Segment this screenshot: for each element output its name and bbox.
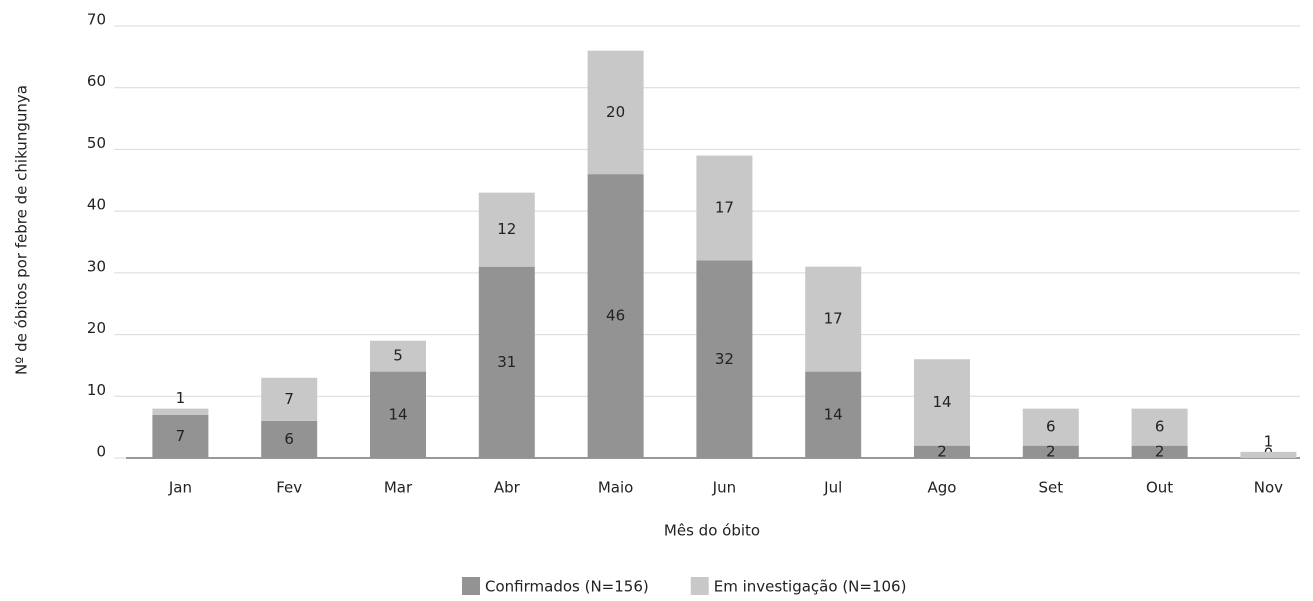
y-tick-label: 40 xyxy=(87,196,106,214)
value-label: 5 xyxy=(393,347,403,365)
bar-segment xyxy=(1240,451,1297,458)
value-label: 1 xyxy=(176,389,186,407)
bar-segment xyxy=(1131,445,1188,458)
y-tick-label: 0 xyxy=(96,443,106,461)
bar-segment xyxy=(370,371,426,458)
x-tick-label: Maio xyxy=(598,479,633,497)
value-label: 2 xyxy=(937,442,947,460)
value-label: 14 xyxy=(932,393,951,411)
value-label: 17 xyxy=(715,199,734,217)
x-tick-label: Jun xyxy=(712,479,736,497)
bar-segment xyxy=(1022,408,1079,446)
value-label: 2 xyxy=(1155,442,1165,460)
x-tick-label: Out xyxy=(1146,479,1173,497)
x-tick-label: Nov xyxy=(1254,479,1283,497)
value-label: 12 xyxy=(497,220,516,238)
bar-segment xyxy=(914,359,970,446)
bar-segment xyxy=(370,340,426,372)
value-label: 6 xyxy=(284,430,294,448)
value-label: 32 xyxy=(715,350,734,368)
value-label: 1 xyxy=(1264,432,1274,450)
value-label: 14 xyxy=(824,405,843,423)
value-label: 7 xyxy=(176,427,186,445)
y-axis-label: Nº de óbitos por febre de chikungunya xyxy=(13,85,31,375)
value-label: 46 xyxy=(606,307,625,325)
bar-segment xyxy=(914,445,970,458)
legend-label: Em investigação (N=106) xyxy=(714,578,907,596)
value-label: 6 xyxy=(1155,418,1165,436)
y-tick-label: 50 xyxy=(87,134,106,152)
x-tick-label: Fev xyxy=(276,479,302,497)
bar-segment xyxy=(261,420,318,458)
bar-segment xyxy=(1022,445,1079,458)
legend-swatch xyxy=(690,577,709,595)
value-label: 2 xyxy=(1046,442,1056,460)
value-label: 6 xyxy=(1046,418,1056,436)
bar-segment xyxy=(696,155,753,261)
bar-segment xyxy=(587,50,644,175)
y-tick-label: 70 xyxy=(87,11,106,29)
bar-segment xyxy=(478,266,535,458)
bar-segment xyxy=(152,408,209,415)
x-tick-label: Jul xyxy=(823,479,842,497)
y-tick-label: 30 xyxy=(87,257,106,275)
value-label: 7 xyxy=(284,390,294,408)
legend-swatch xyxy=(462,577,480,595)
value-label: 31 xyxy=(497,353,516,371)
bar-segment xyxy=(805,266,862,372)
value-label: 20 xyxy=(606,103,625,121)
y-tick-label: 20 xyxy=(87,319,106,337)
x-tick-label: Jan xyxy=(168,479,192,497)
bar-segment xyxy=(805,371,862,458)
bar-segment xyxy=(261,377,318,421)
x-tick-label: Set xyxy=(1038,479,1063,497)
bar-segment xyxy=(587,174,644,458)
value-label: 17 xyxy=(824,310,843,328)
x-tick-label: Ago xyxy=(928,479,957,497)
value-label: 14 xyxy=(388,405,407,423)
bar-segment xyxy=(1131,408,1188,446)
legend-label: Confirmados (N=156) xyxy=(485,578,649,596)
y-tick-label: 60 xyxy=(87,72,106,90)
y-tick-label: 10 xyxy=(87,381,106,399)
bar-segment xyxy=(152,414,209,458)
bar-segment xyxy=(696,260,753,458)
bar-segment xyxy=(478,192,535,267)
x-tick-label: Abr xyxy=(494,479,521,497)
x-axis-label: Mês do óbito xyxy=(664,522,760,540)
x-tick-label: Mar xyxy=(384,479,413,497)
